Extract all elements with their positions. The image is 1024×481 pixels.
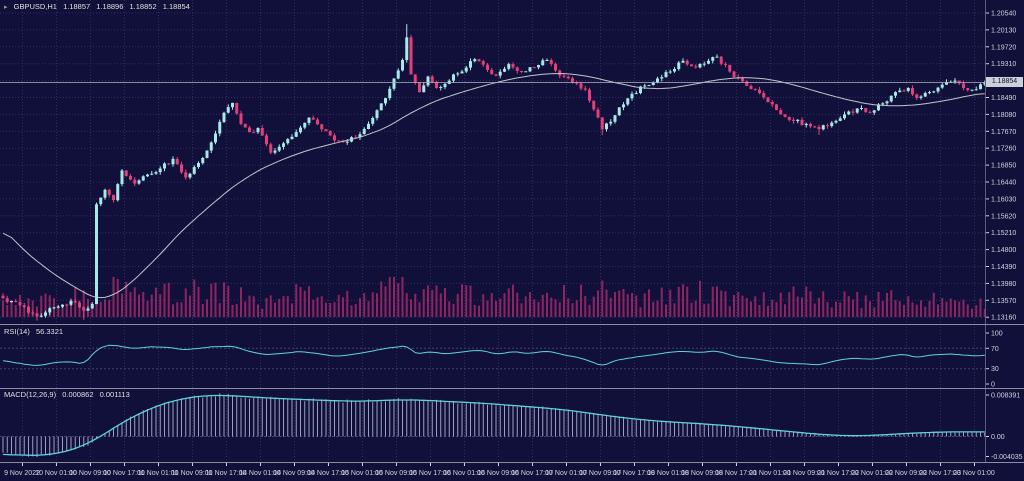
- macd-signal-line: [2, 394, 985, 456]
- chart-title: ▸ GBPUSD,H1 1.18857 1.18896 1.18852 1.18…: [4, 2, 194, 11]
- time-tick-label: 21 Nov 01:00: [749, 470, 791, 477]
- time-tick-label: 23 Nov 01:00: [953, 470, 995, 477]
- macd-histogram: [2, 393, 986, 457]
- price-tick-label: 1.16850: [991, 163, 1016, 170]
- time-tick-label: 11 Nov 01:00: [137, 470, 178, 477]
- time-tick-label: 11 Nov 09:00: [171, 470, 212, 477]
- open-value: 1.18857: [63, 2, 91, 11]
- price-tick-label: 1.17670: [991, 129, 1016, 136]
- macd-value: 0.000862: [62, 390, 94, 399]
- time-tick-label: 21 Nov 09:00: [783, 470, 825, 477]
- time-tick-label: 10 Nov 09:00: [69, 470, 111, 477]
- time-tick-label: 9 Nov 2022: [4, 470, 40, 477]
- time-tick-label: 17 Nov 09:00: [579, 470, 621, 477]
- time-tick-label: 10 Nov 01:00: [35, 470, 77, 477]
- rsi-title: RSI(14) 56.3321: [4, 327, 67, 336]
- price-tick-label: 1.19310: [991, 61, 1016, 68]
- rsi-tick-label: 0: [991, 382, 995, 389]
- time-tick-label: 14 Nov 01:00: [239, 470, 281, 477]
- rsi-tick-label: 70: [991, 346, 999, 353]
- price-axis-labels[interactable]: 1.20540 1.20130 1.19720 1.19310 1.18490 1.180…: [985, 11, 1023, 462]
- time-tick-label: 14 Nov 17:00: [307, 470, 349, 477]
- time-tick-label: 15 Nov 17:00: [409, 470, 451, 477]
- time-tick-label: 22 Nov 09:00: [885, 470, 927, 477]
- macd-tick-label: -0.004035: [991, 454, 1023, 461]
- symbol-label: GBPUSD,H1: [13, 2, 57, 11]
- rsi-tick-label: 100: [991, 331, 1003, 338]
- time-tick-label: 16 Nov 09:00: [477, 470, 519, 477]
- time-tick-label: 15 Nov 01:00: [341, 470, 383, 477]
- price-tick-label: 1.17260: [991, 146, 1016, 153]
- panel-separator-rsi[interactable]: [0, 324, 1024, 325]
- price-tick-label: 1.15620: [991, 213, 1016, 220]
- time-tick-label: 14 Nov 09:00: [273, 470, 315, 477]
- low-value: 1.18852: [129, 2, 157, 11]
- time-tick-label: 16 Nov 01:00: [443, 470, 485, 477]
- time-tick-label: 15 Nov 09:00: [375, 470, 417, 477]
- time-tick-label: 18 Nov 09:00: [681, 470, 723, 477]
- price-tick-label: 1.13160: [991, 315, 1016, 322]
- price-tick-label: 1.19720: [991, 44, 1016, 51]
- time-tick-label: 11 Nov 17:00: [205, 470, 246, 477]
- time-tick-label: 17 Nov 01:00: [545, 470, 587, 477]
- panel-separator-macd[interactable]: [0, 388, 1024, 389]
- rsi-tick-label: 30: [991, 366, 999, 373]
- time-tick-label: 17 Nov 17:00: [613, 470, 655, 477]
- macd-label: MACD(12,26,9): [4, 390, 57, 399]
- price-tick-label: 1.16030: [991, 196, 1016, 203]
- candles-layer: [1, 24, 987, 321]
- time-tick-label: 22 Nov 17:00: [919, 470, 961, 477]
- macd-signal-value: 0.001113: [99, 390, 130, 399]
- grid-layer: [0, 0, 985, 462]
- price-tick-label: 1.15210: [991, 230, 1016, 237]
- price-tick-label: 1.18080: [991, 112, 1016, 119]
- current-price-badge: 1.18854: [986, 77, 1023, 87]
- panel-separator-timeaxis[interactable]: [0, 462, 1024, 463]
- time-tick-label: 10 Nov 17:00: [103, 470, 145, 477]
- price-tick-label: 1.18490: [991, 95, 1016, 102]
- rsi-value: 56.3321: [35, 327, 64, 336]
- high-value: 1.18896: [96, 2, 124, 11]
- close-value: 1.18854: [162, 2, 190, 11]
- chart-arrow-icon: ▸: [4, 4, 8, 11]
- macd-tick-label: 0.008391: [991, 393, 1020, 400]
- time-tick-label: 21 Nov 17:00: [817, 470, 859, 477]
- price-tick-label: 1.14800: [991, 247, 1016, 254]
- price-tick-label: 1.13570: [991, 298, 1016, 305]
- price-tick-label: 1.14390: [991, 264, 1016, 271]
- price-tick-label: 1.16440: [991, 180, 1016, 187]
- time-tick-label: 16 Nov 17:00: [511, 470, 553, 477]
- price-tick-label: 1.20540: [991, 11, 1016, 18]
- time-tick-label: 18 Nov 17:00: [715, 470, 757, 477]
- time-tick-label: 18 Nov 01:00: [647, 470, 689, 477]
- macd-tick-label: 0.00: [991, 434, 1005, 441]
- volume-bars: [2, 277, 986, 317]
- rsi-label: RSI(14): [4, 327, 30, 336]
- moving-average-line: [2, 72, 985, 299]
- price-tick-label: 1.13980: [991, 281, 1016, 288]
- macd-title: MACD(12,26,9) 0.000862 0.001113: [4, 390, 134, 399]
- price-tick-label: 1.20130: [991, 27, 1016, 34]
- rsi-line: [2, 344, 985, 366]
- price-axis-border: [985, 0, 986, 463]
- time-tick-label: 22 Nov 01:00: [851, 470, 893, 477]
